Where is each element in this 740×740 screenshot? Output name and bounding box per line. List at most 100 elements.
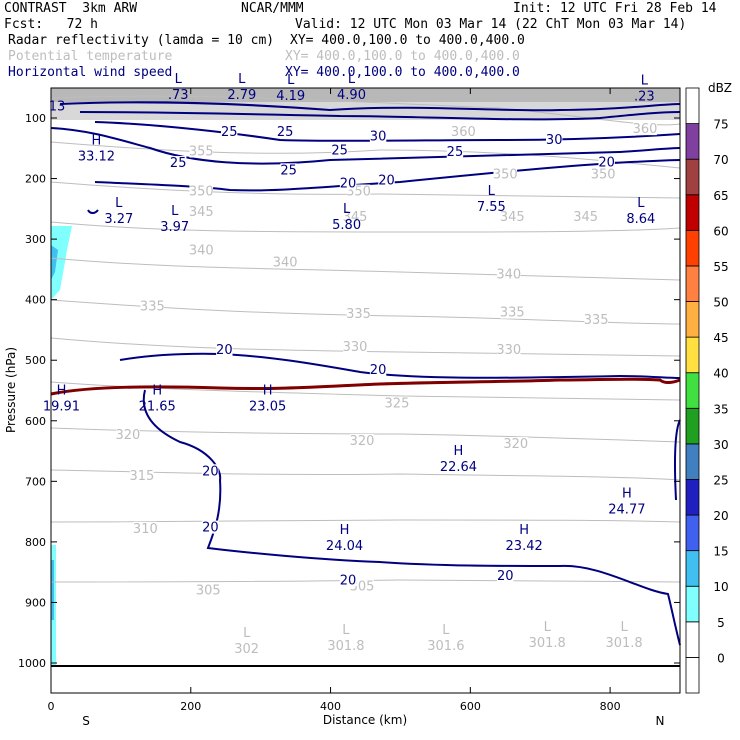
wind-extreme-marker: L bbox=[175, 72, 183, 87]
wind-extreme-marker: L bbox=[641, 74, 649, 89]
wind-extreme-marker: H bbox=[263, 384, 273, 399]
theta-label-bg bbox=[130, 469, 154, 483]
valid-time: Valid: 12 UTC Mon 03 Mar 14 (22 ChT Mon … bbox=[295, 17, 687, 32]
wind-label: 25 bbox=[280, 163, 297, 178]
theta-label: 320 bbox=[115, 428, 140, 443]
y-tick-label: 900 bbox=[25, 596, 46, 609]
theta-label: 320 bbox=[503, 437, 528, 452]
theta-label: 340 bbox=[496, 267, 521, 282]
x-tick-label: 800 bbox=[600, 700, 621, 713]
wind-jet-top bbox=[59, 101, 681, 112]
wind-extreme-value: .23 bbox=[634, 90, 655, 105]
wind-extreme-marker: L bbox=[488, 184, 496, 199]
theta-360 bbox=[50, 95, 681, 126]
forecast-hour: Fcst: 72 h bbox=[4, 17, 98, 32]
wind-label-bg bbox=[369, 129, 387, 143]
colorbar-swatch bbox=[685, 550, 700, 587]
theta-label: 335 bbox=[140, 300, 165, 315]
colorbar-swatch bbox=[685, 443, 700, 480]
theta-label: 360 bbox=[633, 122, 658, 137]
theta-label-bg bbox=[133, 521, 158, 535]
x-tick-label: 0 bbox=[48, 700, 55, 713]
theta-320 bbox=[50, 427, 681, 443]
theta-extreme-marker: L bbox=[544, 620, 552, 635]
theta-label: 345 bbox=[500, 210, 525, 225]
field-theta-xy: XY= 400.0,100.0 to 400.0,400.0 bbox=[285, 49, 520, 64]
theta-label: 315 bbox=[129, 469, 154, 484]
wind-label-bg bbox=[446, 145, 464, 159]
wind-30 bbox=[94, 121, 681, 142]
freezing-level-line bbox=[50, 377, 681, 396]
theta-label-bg bbox=[633, 122, 657, 136]
wind-label: 25 bbox=[221, 125, 238, 140]
wind-label: 20 bbox=[378, 174, 395, 189]
wind-extreme-marker: H bbox=[340, 523, 350, 538]
wind-label-bg bbox=[202, 520, 219, 534]
wind-label: 30 bbox=[546, 133, 563, 148]
wind-extreme-value: 19.91 bbox=[43, 400, 80, 415]
theta-label: 345 bbox=[573, 210, 598, 225]
wind-label-bg bbox=[221, 125, 238, 139]
field-wind: Horizontal wind speed bbox=[8, 65, 173, 80]
axes: 0 200 400 600 800 100 200 300 400 500 600 700 800 900… bbox=[18, 88, 680, 713]
theta-extreme-value: 302 bbox=[234, 642, 259, 657]
wind-extreme-value: 33.12 bbox=[78, 150, 115, 165]
colorbar-level: 75 bbox=[713, 118, 728, 132]
theta-label-bg bbox=[140, 299, 165, 313]
theta-label: 350 bbox=[493, 168, 518, 183]
wind-label: 20 bbox=[340, 177, 357, 192]
theta-label-bg bbox=[189, 205, 214, 219]
reflectivity-patch-upper-core bbox=[51, 245, 58, 280]
colorbar-level: 5 bbox=[717, 616, 725, 630]
wind-extreme-value: 22.64 bbox=[440, 460, 477, 475]
wind-label-bg bbox=[598, 155, 615, 169]
right-end-label: N bbox=[656, 714, 665, 728]
theta-extreme-value: 301.8 bbox=[327, 639, 364, 654]
colorbar-swatch bbox=[685, 194, 700, 231]
wind-25-small bbox=[87, 209, 99, 214]
theta-label-bg bbox=[503, 437, 528, 451]
colorbar-swatch bbox=[685, 123, 700, 160]
wind-extreme-marker: H bbox=[92, 134, 102, 149]
y-tick-label: 300 bbox=[25, 233, 46, 246]
wind-extreme-marker: H bbox=[519, 523, 529, 538]
wind-extreme-value: 3.27 bbox=[104, 212, 133, 227]
wind-label-bg bbox=[546, 133, 563, 147]
theta-350 bbox=[50, 181, 681, 199]
wind-extreme-value: 21.65 bbox=[139, 400, 176, 415]
wind-20-right bbox=[674, 419, 681, 501]
theta-label-bg bbox=[189, 184, 214, 198]
theta-label: 320 bbox=[350, 434, 375, 449]
theta-label: 335 bbox=[584, 313, 609, 328]
theta-label: 350 bbox=[189, 185, 214, 200]
y-tick-label: 100 bbox=[25, 112, 46, 125]
wind-20-mid bbox=[119, 352, 681, 379]
theta-label-bg bbox=[385, 396, 409, 410]
wind-extreme-value: 3.97 bbox=[160, 220, 189, 235]
wind-extreme-marker: H bbox=[622, 487, 632, 502]
theta-label: 325 bbox=[385, 396, 410, 411]
wind-extreme-marker: H bbox=[152, 384, 162, 399]
theta-label-bg bbox=[343, 209, 367, 223]
theta-label-bg bbox=[350, 434, 374, 447]
wind-extreme-value: 24.04 bbox=[326, 539, 363, 554]
left-end-label: S bbox=[82, 714, 90, 728]
theta-extreme-marker: L bbox=[620, 620, 628, 635]
theta-label: 355 bbox=[189, 145, 214, 160]
wind-extreme-marker: L bbox=[238, 72, 246, 87]
colorbar-level: 0 bbox=[717, 651, 725, 665]
field-reflectivity-xy: XY= 400.0,100.0 to 400.0,400.0 bbox=[290, 33, 525, 48]
organization: NCAR/MMM bbox=[241, 1, 304, 16]
theta-extreme-value: 301.8 bbox=[605, 636, 642, 651]
wind-extreme-value: 23.42 bbox=[506, 539, 543, 554]
colorbar-swatch bbox=[685, 336, 700, 374]
wind-extreme-marker: L bbox=[348, 72, 356, 87]
theta-extreme-marker: L bbox=[243, 626, 251, 641]
wind-20-upper bbox=[94, 159, 681, 192]
colorbar-swatch bbox=[685, 585, 700, 623]
wind-25 bbox=[50, 127, 681, 165]
x-tick-label: 400 bbox=[320, 700, 341, 713]
wind-label-bg bbox=[169, 156, 187, 170]
